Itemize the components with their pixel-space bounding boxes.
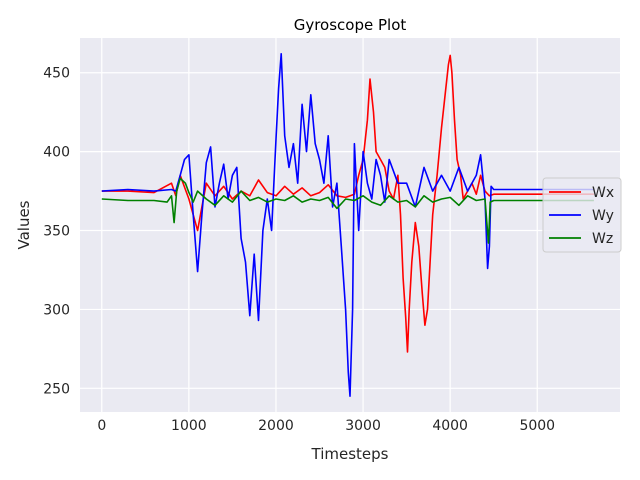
- legend-label-wx: Wx: [592, 185, 614, 201]
- y-tick-label: 300: [43, 302, 70, 318]
- y-tick-label: 350: [43, 224, 70, 240]
- x-tick-label: 2000: [258, 418, 294, 434]
- x-axis-label: Timesteps: [311, 445, 389, 463]
- legend: Wx Wy Wz: [542, 177, 622, 253]
- x-tick-label: 4000: [432, 418, 468, 434]
- x-tick-label: 1000: [171, 418, 207, 434]
- x-tick-label: 5000: [519, 418, 555, 434]
- chart-title: Gyroscope Plot: [294, 16, 407, 34]
- grid-lines: [80, 38, 620, 412]
- y-tick-label: 250: [43, 381, 70, 397]
- legend-label-wz: Wz: [592, 231, 613, 247]
- series-lines: [101, 52, 594, 398]
- series-line-wy: [101, 52, 594, 398]
- legend-box: [542, 177, 622, 253]
- x-tick-label: 3000: [345, 418, 381, 434]
- plot-area-background: [80, 38, 620, 412]
- y-tick-label: 400: [43, 145, 70, 161]
- legend-label-wy: Wy: [592, 208, 614, 224]
- y-axis-label: Values: [15, 200, 33, 249]
- tick-labels: 0 1000 2000 3000 4000 5000 250 300 350 400 450: [43, 66, 555, 434]
- y-tick-label: 450: [43, 66, 70, 82]
- x-tick-label: 0: [97, 418, 106, 434]
- series-line-wz: [101, 177, 594, 244]
